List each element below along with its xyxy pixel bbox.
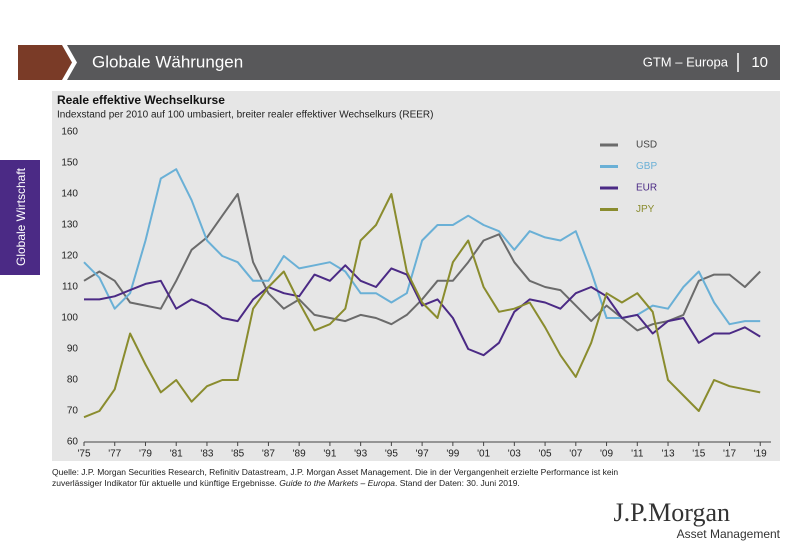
series-line [84, 264, 761, 357]
chart-subtitle: Indexstand per 2010 auf 100 umbasiert, b… [57, 110, 433, 121]
x-tick-label: '91 [323, 449, 336, 460]
y-tick-label: 100 [61, 313, 78, 324]
x-tick-label: '79 [139, 449, 152, 460]
header-section: GTM – Europa [643, 54, 729, 69]
x-tick-label: '03 [508, 449, 521, 460]
chart-panel [52, 91, 780, 461]
header-accent [18, 45, 72, 80]
y-tick-label: 130 [61, 220, 78, 231]
x-tick-label: '19 [754, 449, 767, 460]
y-tick-label: 160 [61, 127, 78, 138]
x-tick-label: '07 [569, 449, 582, 460]
y-tick-label: 110 [62, 282, 78, 293]
legend-label: EUR [636, 183, 657, 194]
side-tab [0, 160, 40, 275]
header-chevron [62, 45, 77, 80]
x-tick-label: '05 [539, 449, 552, 460]
series-line [83, 168, 761, 326]
x-tick-label: '77 [108, 449, 121, 460]
chart-title: Reale effektive Wechselkurse [57, 93, 225, 107]
x-tick-label: '97 [416, 449, 429, 460]
x-tick-label: '09 [600, 449, 613, 460]
x-tick-label: '83 [200, 449, 213, 460]
x-tick-label: '01 [477, 449, 490, 460]
legend-label: GBP [636, 161, 657, 172]
x-tick-label: '85 [231, 449, 244, 460]
header-title: Globale Währungen [92, 52, 243, 71]
header-bar [18, 45, 780, 80]
y-tick-label: 140 [61, 189, 78, 200]
x-tick-label: '87 [262, 449, 275, 460]
x-tick-label: '13 [662, 449, 675, 460]
legend-label: JPY [636, 204, 655, 215]
x-tick-label: '81 [170, 449, 183, 460]
x-tick-label: '95 [385, 449, 398, 460]
y-tick-label: 120 [61, 251, 78, 262]
footer-text: . Stand der Daten: 30. Juni 2019. [395, 478, 520, 488]
x-tick-label: '11 [631, 449, 644, 460]
series-line [83, 193, 761, 419]
footer-text: Quelle: J.P. Morgan Securities Research,… [52, 467, 619, 488]
x-tick-label: '99 [446, 449, 459, 460]
y-tick-label: 70 [67, 406, 79, 417]
footer-text: Guide to the Markets – Europa [279, 478, 396, 488]
x-tick-label: '93 [354, 449, 367, 460]
page-number: 10 [751, 54, 768, 71]
side-tab-label: Globale Wirtschaft [14, 167, 28, 266]
footer: Quelle: J.P. Morgan Securities Research,… [52, 467, 627, 489]
y-tick-label: 60 [67, 437, 79, 448]
logo-name: J.P.Morgan [613, 498, 730, 527]
x-tick-label: '17 [723, 449, 736, 460]
x-tick-label: '15 [692, 449, 705, 460]
logo-tagline: Asset Management [677, 527, 781, 541]
y-tick-label: 90 [67, 344, 79, 355]
x-tick-label: '75 [77, 449, 90, 460]
y-tick-label: 80 [67, 375, 79, 386]
x-tick-label: '89 [293, 449, 306, 460]
legend-label: USD [636, 140, 657, 151]
y-tick-label: 150 [61, 158, 78, 169]
